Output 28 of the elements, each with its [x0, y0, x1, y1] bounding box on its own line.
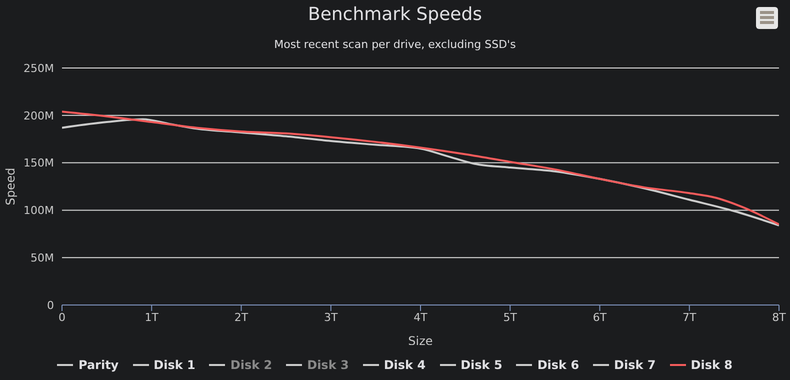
x-tick-label: 1T	[144, 310, 159, 324]
x-axis-title: Size	[408, 334, 433, 348]
y-axis-title: Speed	[3, 168, 18, 206]
y-tick-label: 200M	[24, 109, 54, 122]
y-tick-label: 0	[47, 298, 54, 312]
x-tick-label: 3T	[324, 310, 338, 324]
legend-label: Disk 7	[613, 358, 656, 372]
x-tick-label: 0	[58, 310, 66, 324]
legend-label: Disk 8	[690, 358, 733, 372]
chart-title: Benchmark Speeds	[306, 4, 484, 25]
y-tick-label: 250M	[24, 62, 54, 75]
legend-label: Disk 2	[229, 358, 272, 372]
legend-label: Disk 5	[460, 358, 502, 372]
legend-label: Disk 6	[536, 358, 580, 372]
y-tick-label: 150M	[24, 156, 54, 170]
chart-subtitle: Most recent scan per drive, excluding SSD's	[273, 38, 517, 51]
x-tick-label: 5T	[503, 310, 518, 324]
x-tick-label: 4T	[414, 310, 428, 324]
y-tick-label: 50M	[30, 252, 54, 265]
x-tick-label: 6T	[592, 310, 607, 324]
x-tick-label: 2T	[234, 310, 248, 324]
legend-label: Disk 1	[152, 358, 196, 372]
legend-label: Disk 4	[382, 358, 426, 372]
legend-label: Parity	[77, 358, 119, 372]
y-tick-label: 100M	[24, 204, 54, 218]
x-tick-label: 8T	[772, 310, 786, 324]
x-tick-label: 7T	[682, 310, 697, 324]
legend-label: Disk 3	[306, 358, 349, 372]
